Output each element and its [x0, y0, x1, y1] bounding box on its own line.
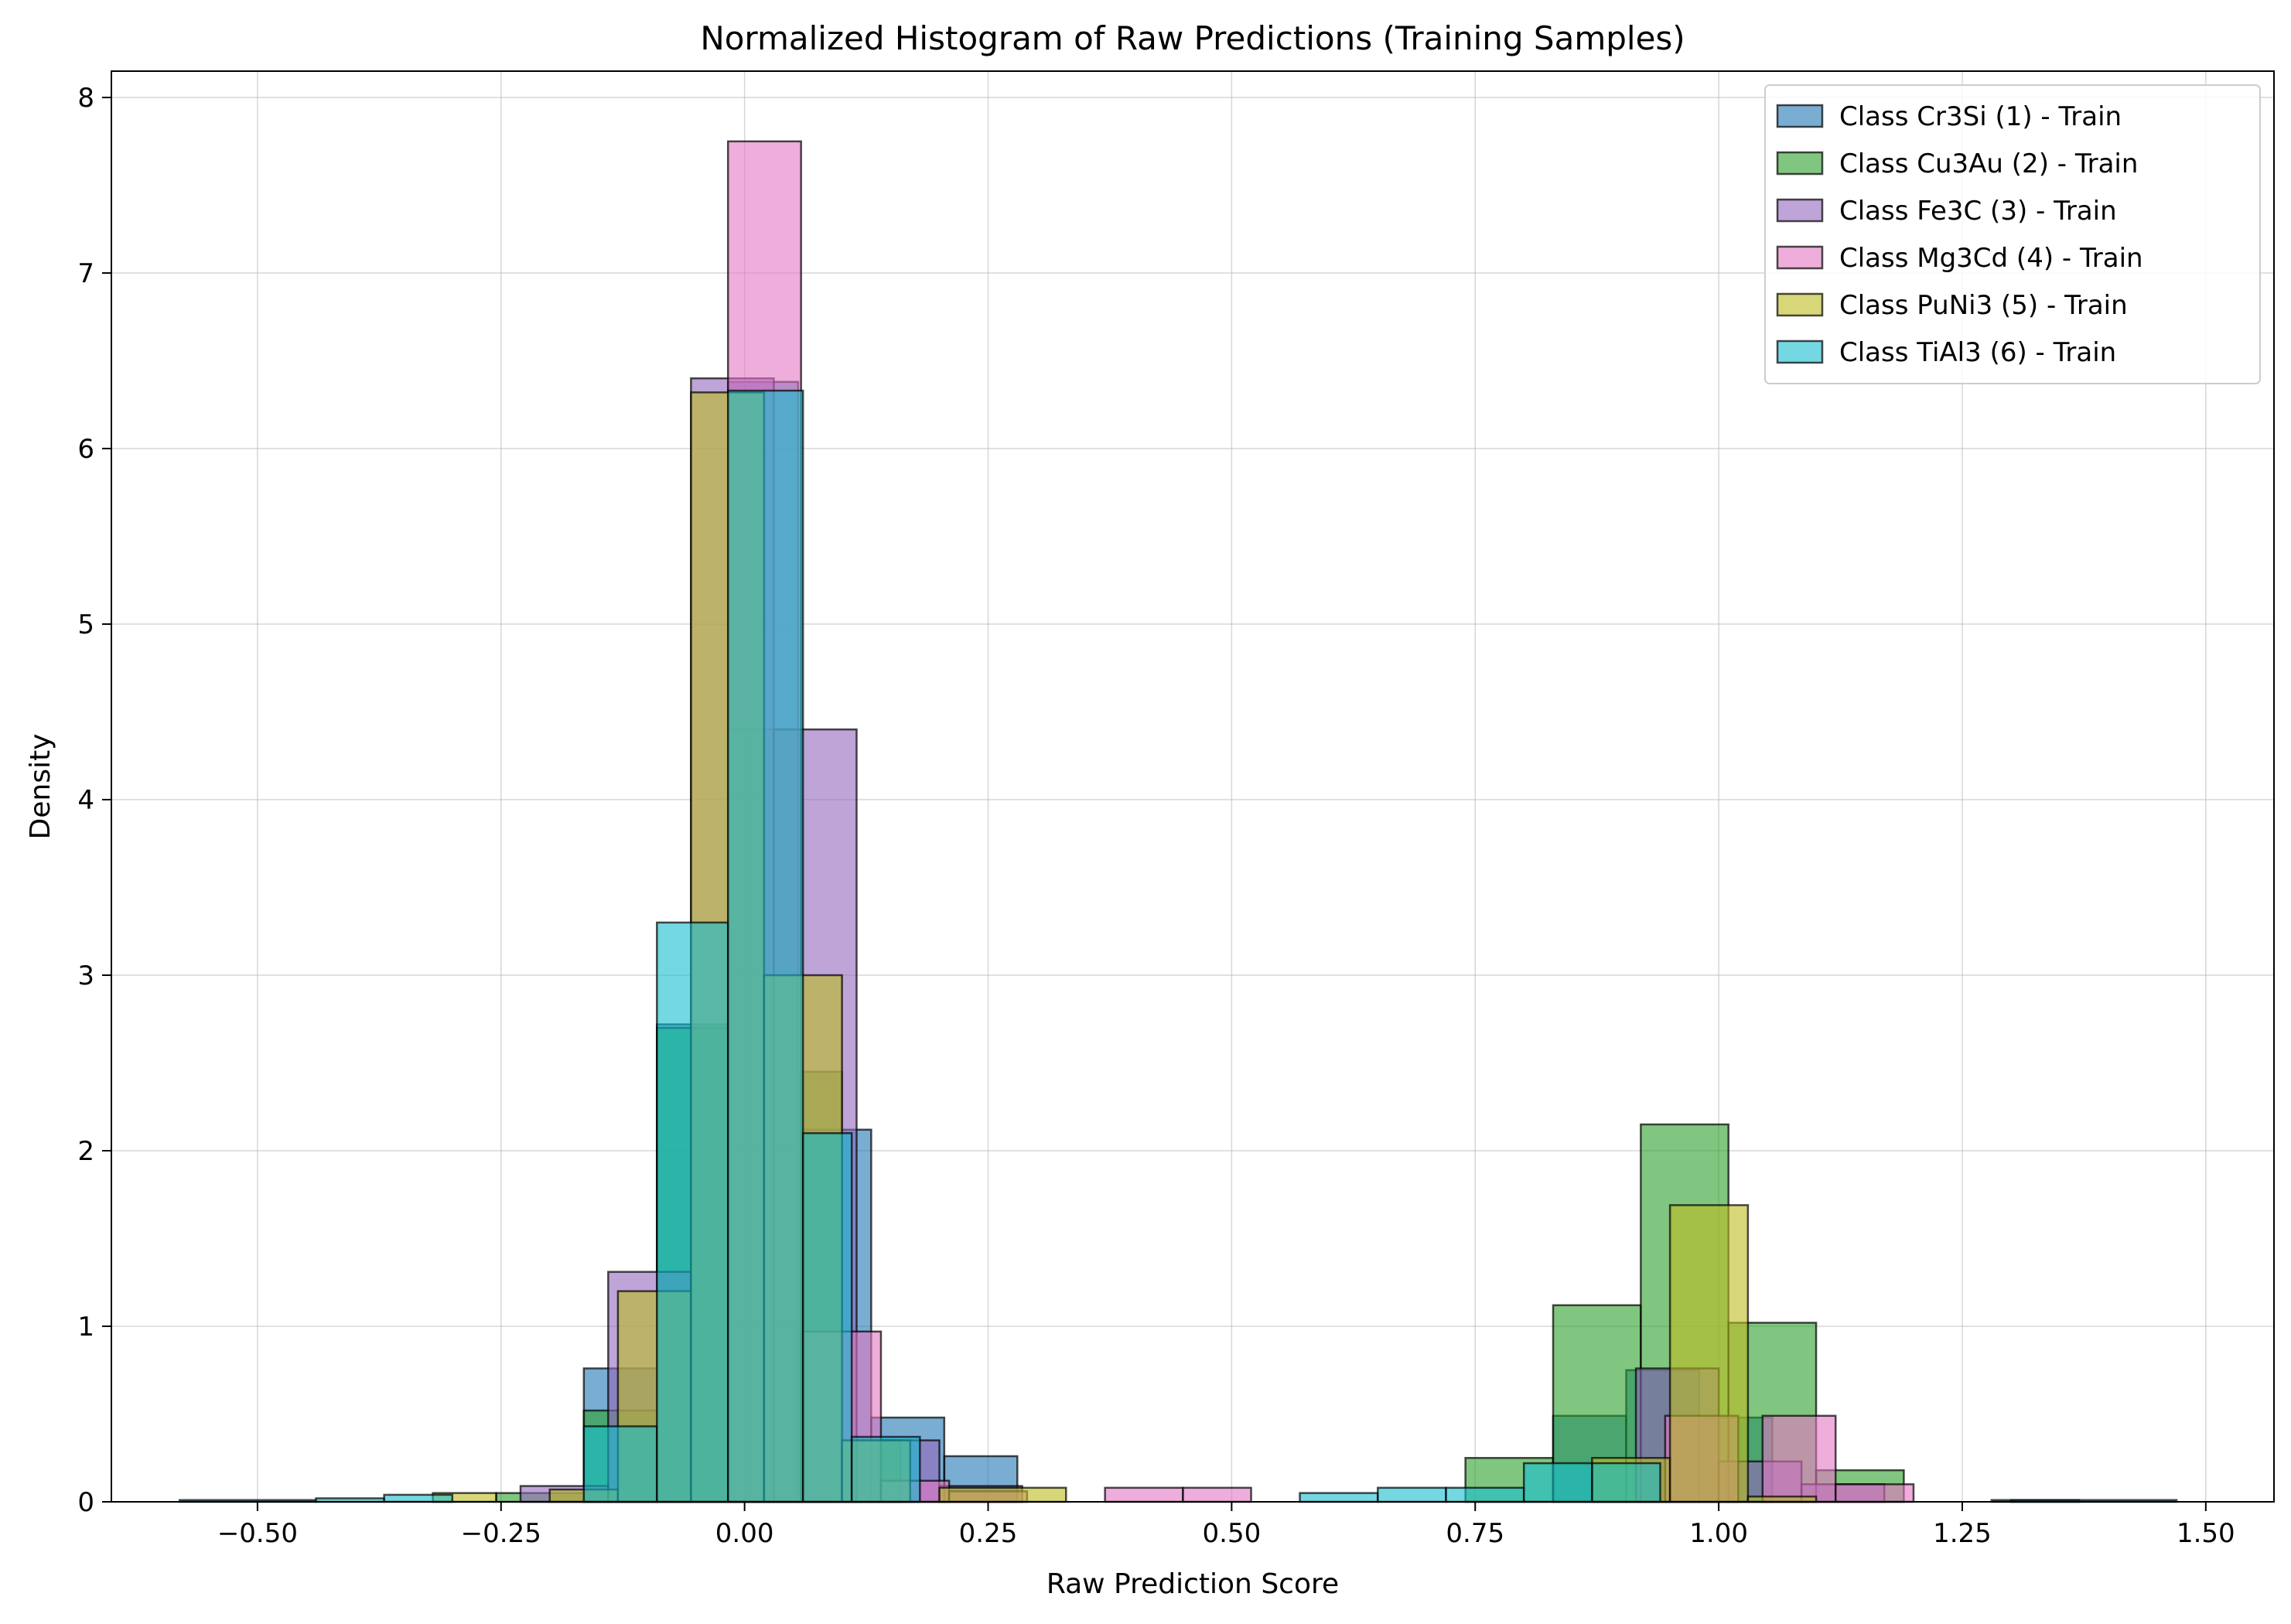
histogram-bar: [582, 1425, 658, 1503]
series-group: [178, 389, 2178, 1503]
legend-swatch: [1776, 104, 1824, 128]
legend-label: Class Fe3C (3) - Train: [1839, 196, 2117, 227]
y-tick-label: 2: [77, 1136, 94, 1167]
histogram-bar: [1445, 1486, 1525, 1503]
legend-swatch: [1776, 245, 1824, 270]
x-axis-label: Raw Prediction Score: [1046, 1568, 1339, 1600]
histogram-bar: [726, 389, 804, 1503]
y-tick-label: 6: [77, 434, 94, 465]
histogram-bar: [1761, 1414, 1837, 1503]
histogram-bar: [938, 1486, 1067, 1503]
legend-label: Class Cr3Si (1) - Train: [1839, 101, 2122, 132]
histogram-bar: [1522, 1462, 1593, 1503]
histogram-bar: [656, 921, 729, 1503]
axis-ticks: −0.50 −0.25 0.00 0.25 0.50 0.75 1.00 1.25 1.50 0 1…: [77, 83, 2235, 1549]
legend-swatch: [1776, 292, 1824, 317]
histogram-bar: [1668, 1204, 1750, 1503]
x-tick-label: 0.25: [959, 1518, 1018, 1549]
y-axis-label: Density: [25, 734, 56, 840]
histogram-bar: [1104, 1486, 1184, 1503]
legend-label: Class Cu3Au (2) - Train: [1839, 148, 2138, 179]
legend-swatch: [1776, 198, 1824, 223]
histogram-bar: [1834, 1483, 1915, 1503]
y-tick-label: 3: [77, 960, 94, 991]
y-tick-label: 0: [77, 1487, 94, 1518]
x-tick-label: 0.50: [1203, 1518, 1262, 1549]
legend-swatch: [1776, 151, 1824, 176]
x-tick-label: −0.50: [217, 1518, 298, 1549]
x-tick-label: 1.50: [2177, 1518, 2235, 1549]
y-tick-label: 5: [77, 609, 94, 640]
histogram-bar: [1746, 1495, 1818, 1503]
histogram-bar: [1299, 1492, 1379, 1503]
x-tick-label: −0.25: [461, 1518, 541, 1549]
y-tick-label: 8: [77, 83, 94, 114]
histogram-bar: [850, 1435, 921, 1503]
y-tick-label: 4: [77, 785, 94, 816]
x-tick-label: 0.75: [1446, 1518, 1504, 1549]
legend: Class Cr3Si (1) - Train Class Cu3Au (2) -…: [1764, 84, 2261, 384]
histogram-bar: [1377, 1486, 1447, 1503]
legend-frame: [1764, 84, 2261, 384]
legend-label: Class TiAl3 (6) - Train: [1839, 337, 2116, 368]
histogram-bar: [383, 1493, 454, 1503]
histogram-bar: [801, 1132, 853, 1503]
y-tick-label: 1: [77, 1312, 94, 1343]
histogram-bars: [178, 140, 2178, 1503]
histogram-bar: [1591, 1462, 1661, 1503]
x-tick-label: 0.00: [715, 1518, 774, 1549]
legend-label: Class Mg3Cd (4) - Train: [1839, 243, 2143, 274]
y-tick-label: 7: [77, 258, 94, 289]
chart-title: Normalized Histogram of Raw Predictions …: [700, 19, 1685, 57]
x-tick-label: 1.00: [1689, 1518, 1748, 1549]
legend-label: Class PuNi3 (5) - Train: [1839, 290, 2128, 321]
plot-frame: [111, 70, 2275, 1503]
histogram-bar: [1182, 1486, 1252, 1503]
legend-swatch: [1776, 339, 1824, 364]
x-tick-label: 1.25: [1933, 1518, 1992, 1549]
